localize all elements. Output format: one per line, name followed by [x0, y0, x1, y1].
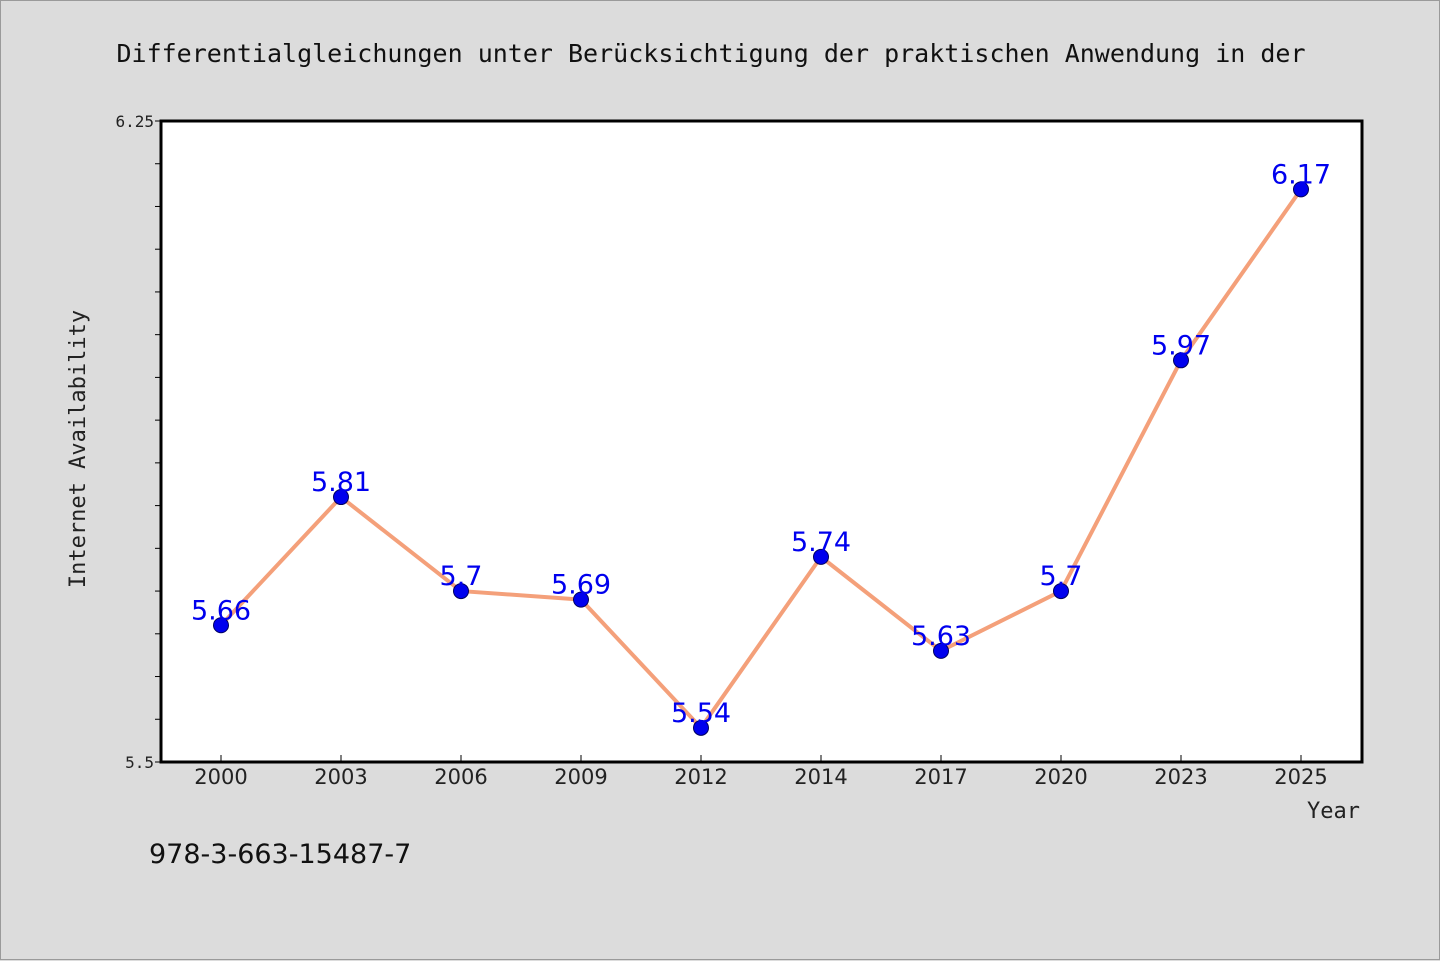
- x-tick-label: 2025: [1274, 765, 1327, 789]
- plot-area: [159, 119, 1364, 764]
- data-point: [1293, 181, 1309, 198]
- data-label: 5.63: [911, 621, 971, 652]
- y-axis-ticks: [155, 120, 161, 763]
- data-point: [453, 583, 469, 600]
- x-axis-title: Year: [1307, 799, 1360, 824]
- data-label: 5.69: [551, 570, 611, 601]
- y-axis-title: Internet Availability: [66, 310, 91, 588]
- data-label: 5.7: [1040, 561, 1083, 592]
- data-point: [213, 617, 229, 634]
- x-tick-label: 2012: [674, 765, 727, 789]
- x-tick-label: 2000: [194, 765, 247, 789]
- x-tick-label: 2020: [1034, 765, 1087, 789]
- x-tick-label: 2006: [434, 765, 487, 789]
- data-label: 6.17: [1271, 159, 1331, 190]
- data-point: [573, 591, 589, 608]
- data-label: 5.54: [671, 698, 731, 729]
- x-tick-label: 2009: [554, 765, 607, 789]
- data-point: [1173, 352, 1189, 369]
- data-label: 5.74: [791, 527, 851, 558]
- x-tick-label: 2014: [794, 765, 847, 789]
- y-tick-label-max: 6.25: [115, 112, 154, 131]
- y-tick-label-min: 5.5: [125, 753, 154, 772]
- data-label: 5.7: [440, 561, 483, 592]
- footer-code: 978-3-663-15487-7: [149, 839, 411, 870]
- series-line: [219, 187, 1303, 730]
- x-axis-tick-labels: 2000 2003 2006 2009 2012 2014 2017 2020 2023 2025: [194, 765, 1327, 789]
- x-tick-label: 2017: [914, 765, 967, 789]
- x-tick-label: 2003: [314, 765, 367, 789]
- x-tick-label: 2023: [1154, 765, 1207, 789]
- data-point: [1053, 583, 1069, 600]
- x-axis-ticks: [220, 755, 1302, 762]
- data-point: [813, 548, 829, 565]
- chart-title: Differentialgleichungen unter Berücksich…: [116, 39, 1305, 68]
- data-label: 5.81: [311, 467, 371, 498]
- data-labels: 5.66 5.81 5.7 5.69 5.54 5.74 5.63 5.7 5.97 6.17: [191, 159, 1331, 728]
- data-label: 5.66: [191, 595, 251, 626]
- data-label: 5.97: [1151, 330, 1211, 361]
- data-markers: [213, 181, 1309, 736]
- data-point: [933, 642, 949, 659]
- data-point: [333, 489, 349, 506]
- data-point: [693, 719, 709, 736]
